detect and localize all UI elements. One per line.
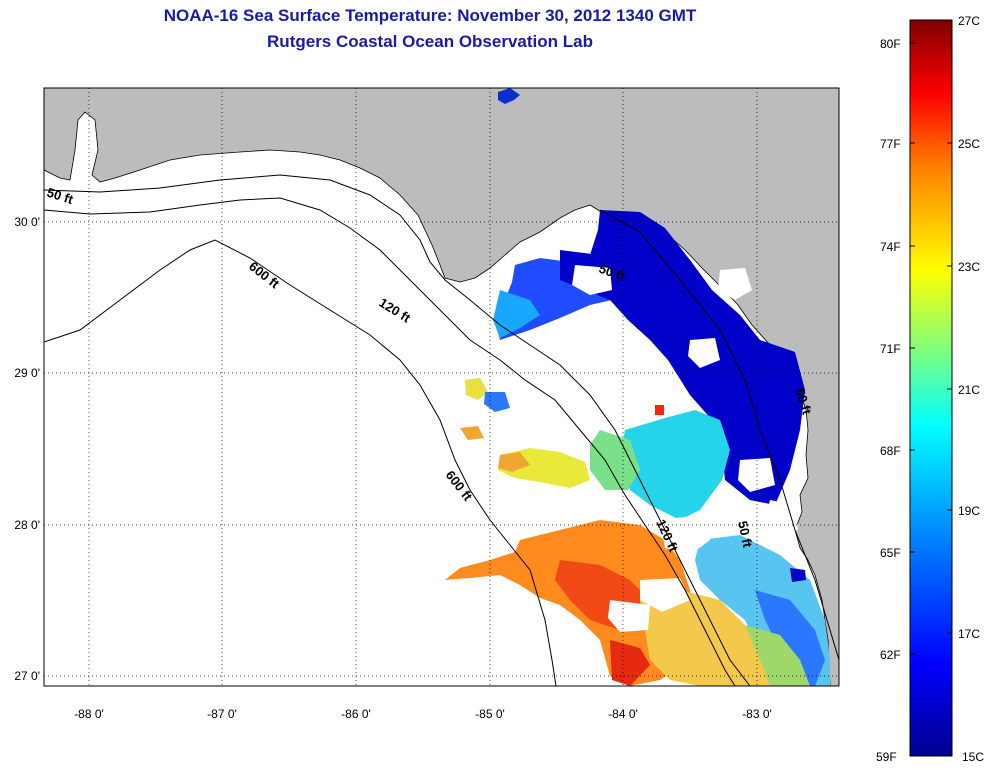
y-tick: 29 0' [14, 366, 40, 380]
x-tick: -86 0' [341, 707, 371, 721]
x-axis: -88 0' -87 0' -86 0' -85 0' -84 0' -83 0… [74, 707, 772, 721]
colorbar-fahrenheit-label: 68F [880, 444, 901, 458]
y-tick: 28 0' [14, 518, 40, 532]
colorbar-celsius-label: 15C [962, 750, 985, 764]
grid-lines [44, 88, 839, 686]
colorbar [909, 19, 953, 757]
contour-label: 50 ft [735, 520, 755, 550]
colorbar-ticks [910, 19, 952, 655]
small-island [498, 88, 520, 104]
colorbar-celsius-label: 19C [958, 504, 981, 518]
colorbar-fahrenheit-label: 77F [880, 137, 901, 151]
map-subtitle: Rutgers Coastal Ocean Observation Lab [267, 32, 593, 51]
colorbar-fahrenheit-label: 59F [876, 750, 897, 764]
x-tick: -85 0' [475, 707, 505, 721]
y-axis: 30 0' 29 0' 28 0' 27 0' [14, 215, 40, 683]
colorbar-celsius-label: 25C [958, 137, 981, 151]
x-tick: -87 0' [207, 707, 237, 721]
x-tick: -84 0' [608, 707, 638, 721]
colorbar-fahrenheit-label: 71F [880, 342, 901, 356]
colorbar-fahrenheit-label: 74F [880, 240, 901, 254]
y-tick: 27 0' [14, 669, 40, 683]
colorbar-fahrenheit-label: 80F [880, 37, 901, 51]
x-tick: -88 0' [74, 707, 104, 721]
map-title: NOAA-16 Sea Surface Temperature: Novembe… [163, 6, 697, 25]
land-mass [44, 88, 839, 686]
colorbar-celsius-label: 17C [958, 627, 981, 641]
x-tick: -83 0' [742, 707, 772, 721]
colorbar-celsius-label: 27C [958, 14, 981, 28]
plot-frame [43, 87, 840, 687]
colorbar-fahrenheit-label: 65F [880, 546, 901, 560]
depth-contours [44, 174, 839, 686]
colorbar-celsius-label: 21C [958, 383, 981, 397]
colorbar-celsius-label: 23C [958, 260, 981, 274]
colorbar-fahrenheit-label: 62F [880, 648, 901, 662]
y-tick: 30 0' [14, 215, 40, 229]
